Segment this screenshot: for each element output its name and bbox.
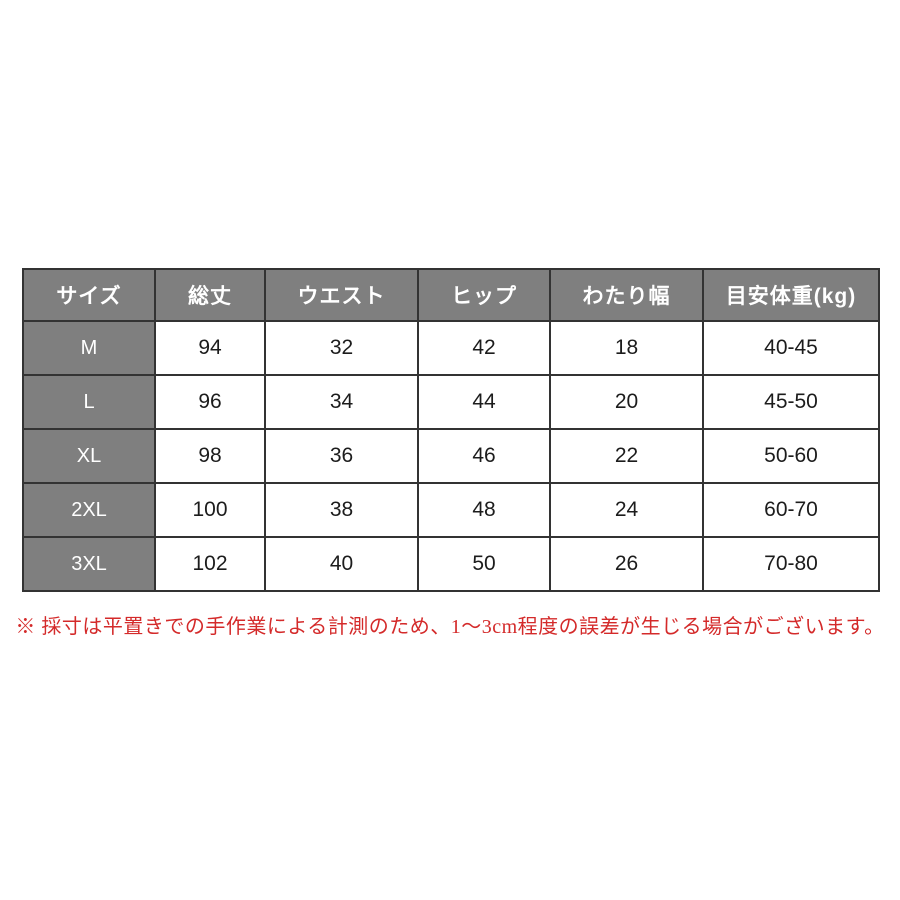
cell-hip: 44 [417,374,551,430]
col-header-size: サイズ [22,268,156,322]
cell-waist: 34 [264,374,419,430]
cell-hip: 42 [417,320,551,376]
cell-weight-range: 45-50 [702,374,880,430]
cell-total-length: 98 [154,428,266,484]
row-label-size: M [22,320,156,376]
cell-hip: 46 [417,428,551,484]
size-row-xl: XL 98 36 46 22 50-60 [22,428,880,484]
cell-weight-range: 40-45 [702,320,880,376]
col-header-hip: ヒップ [417,268,551,322]
cell-waist: 40 [264,536,419,592]
row-label-size: 2XL [22,482,156,538]
cell-weight-range: 70-80 [702,536,880,592]
size-row-3xl: 3XL 102 40 50 26 70-80 [22,536,880,592]
cell-thigh-width: 20 [549,374,704,430]
cell-hip: 48 [417,482,551,538]
row-label-size: L [22,374,156,430]
cell-waist: 38 [264,482,419,538]
cell-thigh-width: 24 [549,482,704,538]
cell-thigh-width: 26 [549,536,704,592]
size-row-2xl: 2XL 100 38 48 24 60-70 [22,482,880,538]
cell-hip: 50 [417,536,551,592]
cell-total-length: 100 [154,482,266,538]
cell-weight-range: 50-60 [702,428,880,484]
cell-total-length: 102 [154,536,266,592]
size-chart-table: サイズ 総丈 ウエスト ヒップ わたり幅 目安体重(kg) M 94 32 42… [22,268,880,592]
cell-thigh-width: 22 [549,428,704,484]
col-header-weight-range: 目安体重(kg) [702,268,880,322]
col-header-thigh-width: わたり幅 [549,268,704,322]
measurement-disclaimer-note: ※ 採寸は平置きでの手作業による計測のため、1〜3cm程度の誤差が生じる場合がご… [15,616,885,638]
cell-thigh-width: 18 [549,320,704,376]
row-label-size: 3XL [22,536,156,592]
size-row-m: M 94 32 42 18 40-45 [22,320,880,376]
cell-total-length: 96 [154,374,266,430]
col-header-waist: ウエスト [264,268,419,322]
col-header-total-length: 総丈 [154,268,266,322]
table-header-row: サイズ 総丈 ウエスト ヒップ わたり幅 目安体重(kg) [22,268,880,322]
size-row-l: L 96 34 44 20 45-50 [22,374,880,430]
cell-total-length: 94 [154,320,266,376]
row-label-size: XL [22,428,156,484]
cell-waist: 32 [264,320,419,376]
cell-waist: 36 [264,428,419,484]
cell-weight-range: 60-70 [702,482,880,538]
